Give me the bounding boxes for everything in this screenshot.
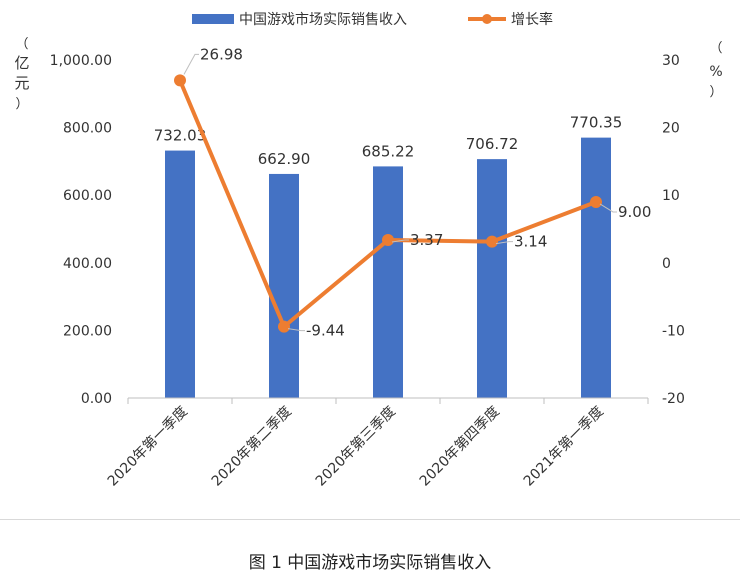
bar-value-label: 662.90 (258, 150, 311, 168)
left-tick-label: 400.00 (63, 256, 112, 272)
legend-bar-label: 中国游戏市场实际销售收入 (239, 11, 407, 28)
right-tick-label: 0 (662, 256, 671, 272)
x-category-label: 2020年第四季度 (416, 403, 503, 490)
growth-marker (174, 74, 186, 87)
growth-value-label: 26.98 (200, 45, 243, 63)
growth-value-label: 9.00 (618, 203, 651, 221)
right-tick-label: -10 (662, 323, 685, 339)
x-axis: 2020年第一季度 2020年第二季度 2020年第三季度 2020年第四季度 2021… (104, 397, 649, 490)
x-category-label: 2020年第二季度 (208, 403, 295, 490)
growth-line-series: 26.98 -9.44 3.37 3.14 9.00 (174, 45, 651, 340)
right-unit-paren-open: （ (709, 41, 722, 56)
left-unit-char: 亿 (14, 54, 29, 72)
growth-marker (278, 320, 290, 333)
growth-label-leader (599, 203, 617, 213)
legend-bar-swatch (192, 14, 234, 24)
left-tick-label: 600.00 (63, 188, 112, 204)
right-tick-label: -20 (662, 391, 685, 407)
left-tick-label: 800.00 (63, 121, 112, 137)
x-category-label: 2021年第一季度 (520, 403, 607, 490)
growth-marker (590, 195, 602, 208)
bar-value-label: 732.03 (154, 127, 207, 145)
growth-marker (382, 234, 394, 247)
growth-value-label: 3.37 (410, 231, 443, 249)
left-axis: 0.00 200.00 400.00 600.00 800.00 1,000.00 （ 亿元 ） (14, 37, 112, 407)
bar (581, 137, 611, 398)
bar-series: 732.03 662.90 685.22 706.72 770.35 (154, 114, 623, 398)
bar-value-label: 770.35 (570, 114, 623, 132)
bar (373, 166, 403, 398)
growth-marker (486, 235, 498, 248)
legend: 中国游戏市场实际销售收入 增长率 (192, 11, 553, 28)
growth-label-leader (183, 53, 199, 75)
left-tick-label: 200.00 (63, 323, 112, 339)
bar (165, 150, 195, 398)
combo-chart: 中国游戏市场实际销售收入 增长率 0.00 200.00 400.00 600.00 80… (14, 11, 723, 490)
left-tick-label: 1,000.00 (50, 53, 112, 69)
right-unit-paren-close: ） (709, 85, 722, 100)
growth-label-leader (287, 328, 305, 332)
right-tick-label: 20 (662, 121, 680, 137)
right-unit: % (709, 64, 722, 80)
x-category-label: 2020年第三季度 (312, 403, 399, 490)
right-axis: -20 -10 0 10 20 30 （% ） (662, 41, 723, 407)
growth-label-leader (391, 239, 409, 243)
chart-frame: 中国游戏市场实际销售收入 增长率 0.00 200.00 400.00 600.00 80… (0, 11, 740, 520)
right-tick-label: 10 (662, 188, 680, 204)
legend-line-label: 增长率 (511, 11, 553, 28)
x-category-label: 2020年第一季度 (104, 403, 191, 490)
left-unit-paren-open: （ (15, 37, 28, 52)
legend-line-marker (482, 14, 492, 24)
bar-value-label: 706.72 (466, 135, 519, 153)
growth-value-label: 3.14 (514, 233, 547, 251)
bar-value-label: 685.22 (362, 142, 415, 160)
bar (477, 159, 507, 398)
bar (269, 173, 299, 398)
left-unit-char: 元 (14, 74, 29, 92)
figure-caption: 图 1 中国游戏市场实际销售收入 (248, 553, 492, 573)
right-tick-label: 30 (662, 53, 680, 69)
left-unit-paren-close: ） (15, 97, 28, 112)
growth-value-label: -9.44 (306, 322, 345, 340)
growth-label-leader (495, 241, 513, 245)
left-tick-label: 0.00 (81, 391, 112, 407)
